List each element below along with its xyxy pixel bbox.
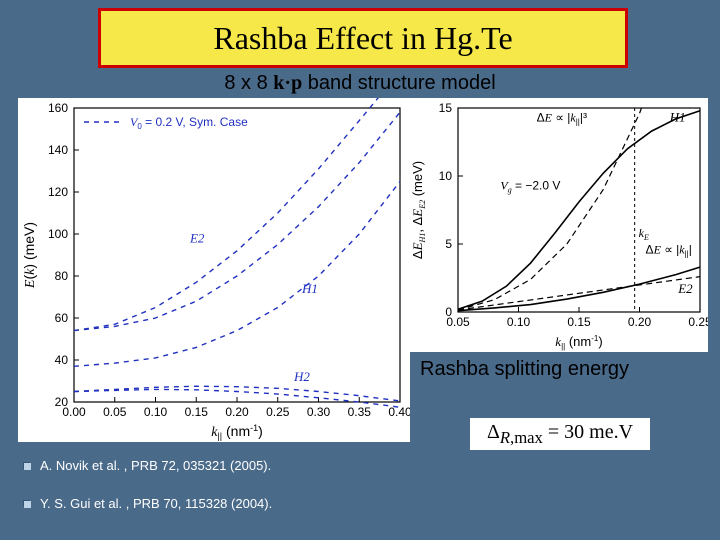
svg-text:E2: E2 xyxy=(189,230,205,245)
svg-text:0.15: 0.15 xyxy=(567,315,591,329)
formula-text: ΔR,max = 30 me.V xyxy=(487,421,633,448)
svg-text:k|| (nm-1): k|| (nm-1) xyxy=(211,423,263,441)
svg-text:100: 100 xyxy=(48,227,68,241)
bullet-icon xyxy=(24,463,31,470)
svg-text:0.10: 0.10 xyxy=(507,315,531,329)
formula-box: ΔR,max = 30 me.V xyxy=(470,418,650,450)
svg-text:60: 60 xyxy=(55,311,69,325)
svg-text:80: 80 xyxy=(55,269,69,283)
slide-title: Rashba Effect in Hg.Te xyxy=(213,20,512,57)
svg-text:E(k) (meV): E(k) (meV) xyxy=(21,222,38,289)
bullet-icon xyxy=(24,501,31,508)
reference-1: A. Novik et al. , PRB 72, 035321 (2005). xyxy=(40,458,271,473)
svg-text:0.20: 0.20 xyxy=(225,405,249,419)
right-caption: Rashba splitting energy xyxy=(420,358,629,381)
svg-text:0.35: 0.35 xyxy=(348,405,372,419)
svg-text:0.00: 0.00 xyxy=(62,405,86,419)
svg-text:H2: H2 xyxy=(293,369,310,384)
svg-text:ΔE ∝ |k|||³: ΔE ∝ |k|||³ xyxy=(537,111,587,127)
svg-text:H1: H1 xyxy=(669,110,686,125)
svg-text:0.20: 0.20 xyxy=(628,315,652,329)
svg-text:0.10: 0.10 xyxy=(144,405,168,419)
svg-text:0.40: 0.40 xyxy=(388,405,410,419)
right-chart: 0510150.050.100.150.200.25ΔEH1, ΔEE2 (me… xyxy=(408,98,708,352)
svg-text:0.05: 0.05 xyxy=(103,405,127,419)
svg-text:15: 15 xyxy=(439,101,453,115)
left-chart: 204060801001201401600.000.050.100.150.20… xyxy=(18,98,410,442)
svg-text:0.05: 0.05 xyxy=(446,315,470,329)
reference-2: Y. S. Gui et al. , PRB 70, 115328 (2004)… xyxy=(40,496,272,511)
svg-text:Vg = −2.0 V: Vg = −2.0 V xyxy=(500,179,560,195)
svg-text:160: 160 xyxy=(48,101,68,115)
svg-text:H1: H1 xyxy=(301,281,318,296)
svg-text:140: 140 xyxy=(48,143,68,157)
svg-text:ΔEH1, ΔEE2 (meV): ΔEH1, ΔEE2 (meV) xyxy=(410,161,427,259)
svg-text:0.25: 0.25 xyxy=(688,315,708,329)
svg-text:E2: E2 xyxy=(677,281,693,296)
svg-text:120: 120 xyxy=(48,185,68,199)
svg-text:0.25: 0.25 xyxy=(266,405,290,419)
svg-text:10: 10 xyxy=(439,169,453,183)
svg-text:V0 = 0.2 V, Sym. Case: V0 = 0.2 V, Sym. Case xyxy=(130,115,248,131)
svg-text:k|| (nm-1): k|| (nm-1) xyxy=(555,334,602,351)
svg-text:ΔE ∝ |k|||: ΔE ∝ |k||| xyxy=(646,243,692,259)
title-box: Rashba Effect in Hg.Te xyxy=(98,8,628,68)
svg-text:kE: kE xyxy=(639,226,649,242)
subtitle: 8 x 8 k·p band structure model xyxy=(0,72,720,95)
svg-text:0.30: 0.30 xyxy=(307,405,331,419)
svg-text:5: 5 xyxy=(445,237,452,251)
svg-text:40: 40 xyxy=(55,353,69,367)
svg-text:0.15: 0.15 xyxy=(185,405,209,419)
